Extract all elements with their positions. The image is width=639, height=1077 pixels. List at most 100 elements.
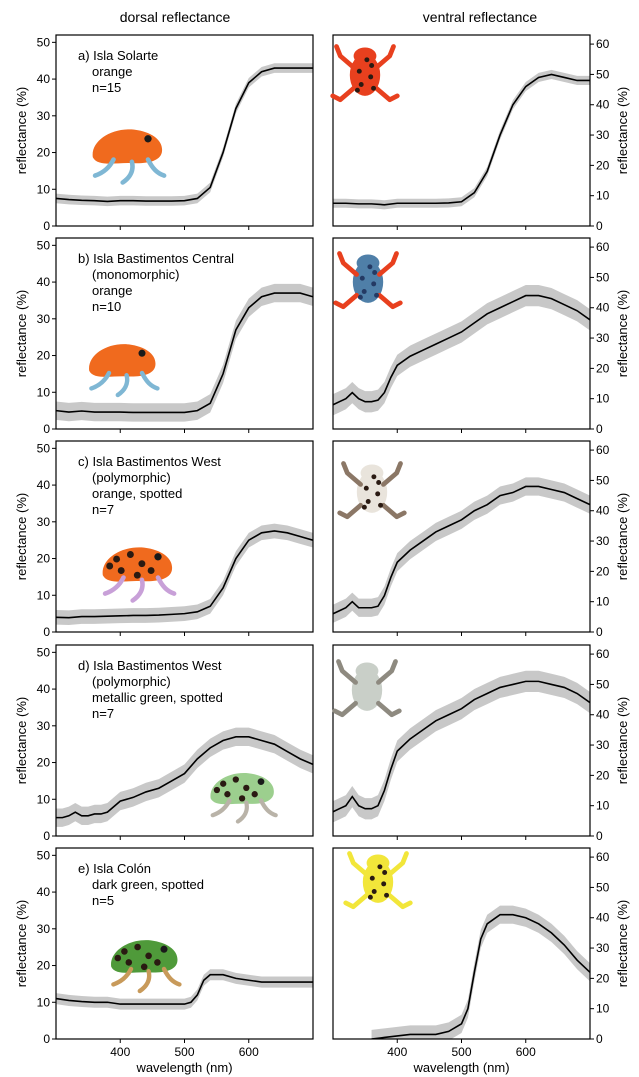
y-tick-label: 40 (596, 98, 610, 112)
panel-b-ventral-band (333, 284, 590, 416)
y-tick-label: 10 (596, 189, 610, 203)
panel-c-label-line-1: (polymorphic) (92, 470, 171, 485)
y-axis-label: reflectance (%) (14, 900, 29, 987)
panel-d-label-line-2: metallic green, spotted (92, 690, 223, 705)
panel-b-label-line-3: n=10 (92, 299, 121, 314)
panel-b-dorsal: 0 10 20 30 40 50 reflectance (%) b) Isla Bastim… (14, 237, 314, 436)
x-axis-label: wavelength (nm) (412, 1060, 509, 1075)
panel-c-dorsal-line (56, 530, 313, 619)
panel-d-dorsal-band (56, 727, 313, 827)
panel-d-label-line-0: d) Isla Bastimentos West (78, 658, 222, 673)
y-tick-label: 0 (43, 219, 50, 233)
panel-d-label-line-1: (polymorphic) (92, 674, 171, 689)
y-tick-label: 20 (37, 552, 51, 566)
frog-grey-ventral-icon (332, 659, 402, 718)
panel-b-ventral: 0 10 20 30 40 50 60 reflectance (%) (332, 237, 630, 436)
panel-b-label-line-0: b) Isla Bastimentos Central (78, 251, 234, 266)
panel-c-ventral: 0 10 20 30 40 50 60 reflectance (%) (332, 440, 630, 639)
x-axis-label: wavelength (nm) (135, 1060, 232, 1075)
y-tick-label: 20 (37, 756, 51, 770)
panel-e-dorsal-line (56, 973, 313, 1005)
y-tick-label: 40 (596, 301, 610, 315)
y-axis-label: reflectance (%) (14, 697, 29, 784)
y-tick-label: 10 (37, 182, 51, 196)
y-tick-label: 30 (37, 515, 51, 529)
y-tick-label: 30 (37, 312, 51, 326)
y-tick-label: 60 (596, 37, 610, 51)
panel-c-dorsal-band (56, 523, 313, 626)
y-tick-label: 30 (37, 719, 51, 733)
panel-c-dorsal: 0 10 20 30 40 50 reflectance (%) c) Isla Bastim… (14, 440, 314, 639)
panel-d-label-line-3: n=7 (92, 706, 114, 721)
panel-a-label-line-1: orange (92, 64, 132, 79)
y-tick-label: 20 (596, 564, 610, 578)
panel-d-dorsal: 0 10 20 30 40 50 reflectance (%) d) Isla Bastim… (14, 644, 314, 843)
panel-a-label-line-2: n=15 (92, 80, 121, 95)
y-tick-label: 40 (37, 885, 51, 899)
y-axis-label: reflectance (%) (14, 87, 29, 174)
y-tick-label: 10 (37, 995, 51, 1009)
y-tick-label: 30 (37, 109, 51, 123)
y-tick-label: 20 (596, 768, 610, 782)
y-tick-label: 0 (596, 422, 603, 436)
panel-b-label-line-1: (monomorphic) (92, 267, 179, 282)
panel-e-dorsal-band (56, 969, 313, 1010)
y-axis-label: reflectance (%) (615, 697, 630, 784)
y-tick-label: 60 (596, 647, 610, 661)
panel-c-ventral-line (333, 485, 590, 615)
y-axis-label: reflectance (%) (615, 900, 630, 987)
y-tick-label: 10 (37, 792, 51, 806)
panel-a-ventral-line (333, 73, 590, 206)
frog-green-spotted-icon (210, 772, 278, 824)
y-tick-label: 20 (37, 349, 51, 363)
y-tick-label: 60 (596, 240, 610, 254)
panel-e-ventral-band (371, 905, 590, 1039)
y-axis-label: reflectance (%) (615, 290, 630, 377)
y-tick-label: 0 (596, 625, 603, 639)
column-title-dorsal: dorsal reflectance (120, 9, 231, 25)
y-tick-label: 30 (596, 128, 610, 142)
y-tick-label: 10 (596, 392, 610, 406)
y-tick-label: 50 (596, 880, 610, 894)
panel-e-ventral: 0 10 20 30 40 50 60 400 500 600 reflectance (%) wav… (332, 847, 630, 1075)
frog-orange-icon (92, 129, 167, 185)
panel-c-label-line-3: n=7 (92, 502, 114, 517)
x-tick-label: 600 (516, 1045, 536, 1059)
panel-d-ventral-line (333, 680, 590, 813)
y-tick-label: 60 (596, 443, 610, 457)
y-tick-label: 20 (37, 146, 51, 160)
panel-b-dorsal-band (56, 283, 313, 422)
panel-b-dorsal-line (56, 292, 313, 414)
panel-d-ventral-band (333, 670, 590, 823)
y-tick-label: 50 (596, 270, 610, 284)
frog-orange-icon (89, 344, 160, 398)
x-tick-label: 600 (239, 1045, 259, 1059)
y-tick-label: 20 (596, 361, 610, 375)
y-tick-label: 40 (596, 911, 610, 925)
x-tick-label: 400 (387, 1045, 407, 1059)
panel-d-ventral: 0 10 20 30 40 50 60 reflectance (%) (332, 644, 630, 843)
y-tick-label: 20 (596, 158, 610, 172)
y-tick-label: 30 (596, 738, 610, 752)
y-tick-label: 40 (37, 682, 51, 696)
y-tick-label: 50 (596, 473, 610, 487)
panel-e-ventral-line (371, 913, 590, 1039)
y-tick-label: 30 (596, 331, 610, 345)
y-tick-label: 0 (43, 625, 50, 639)
y-tick-label: 50 (37, 645, 51, 659)
frog-yellow-ventral-icon (343, 851, 413, 910)
y-tick-label: 30 (37, 922, 51, 936)
panel-c-label-line-0: c) Isla Bastimentos West (78, 454, 221, 469)
y-tick-label: 10 (37, 588, 51, 602)
y-tick-label: 40 (596, 708, 610, 722)
panel-a-dorsal: 0 10 20 30 40 50 reflectance (%) a) Isla Solart… (14, 34, 314, 233)
frog-blue-ventral-icon (333, 251, 403, 310)
panel-a-label-line-0: a) Isla Solarte (78, 48, 158, 63)
y-tick-label: 10 (596, 595, 610, 609)
panel-e-label-line-1: dark green, spotted (92, 877, 204, 892)
y-tick-label: 40 (37, 478, 51, 492)
y-tick-label: 40 (37, 72, 51, 86)
y-axis-label: reflectance (%) (14, 493, 29, 580)
frog-red-ventral-icon (330, 44, 400, 103)
